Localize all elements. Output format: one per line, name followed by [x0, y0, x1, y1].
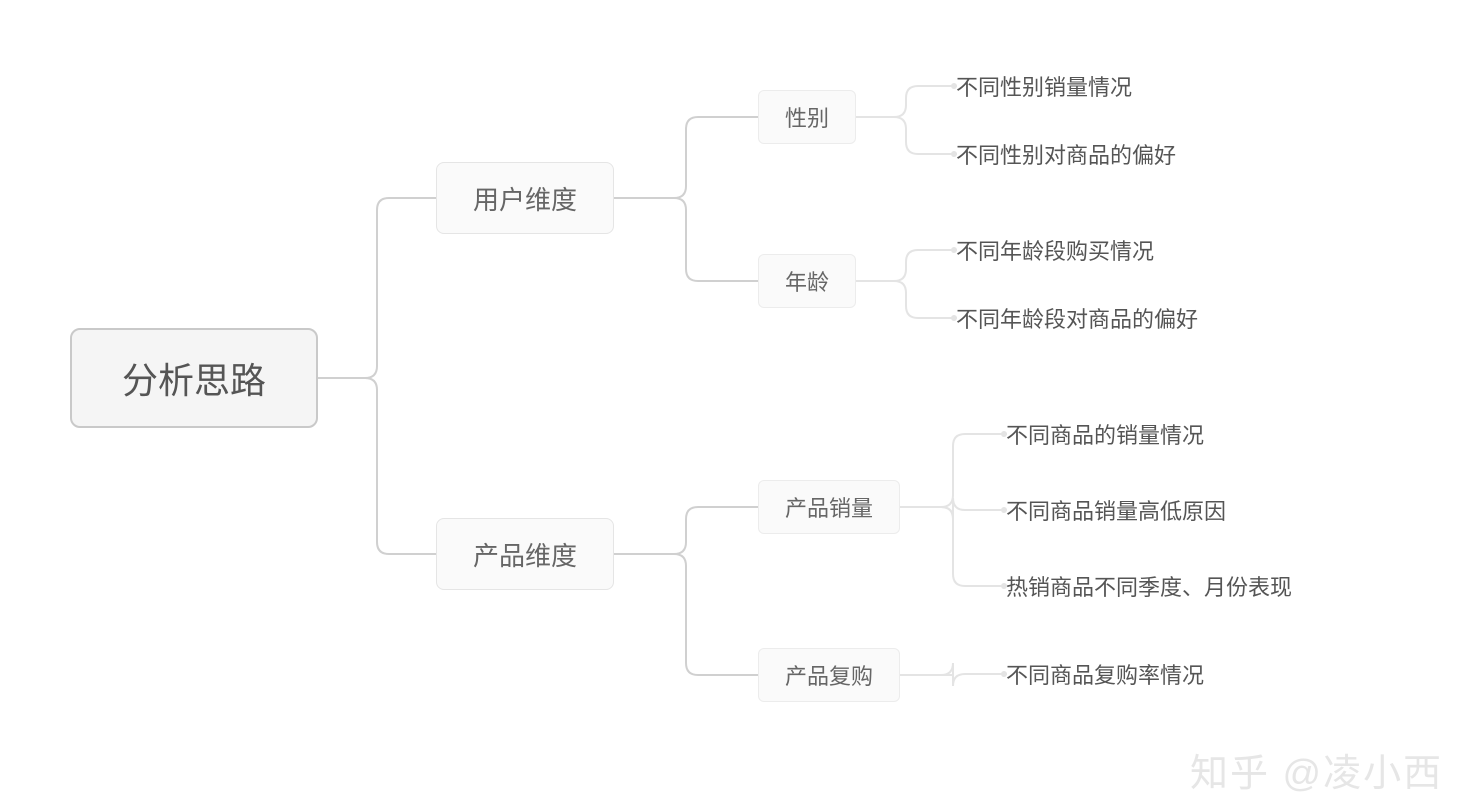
leaf-node: 不同年龄段购买情况: [956, 234, 1154, 266]
branch-node: 产品维度: [436, 518, 614, 590]
sub-node: 年龄: [758, 254, 856, 308]
leaf-node: 不同商品复购率情况: [1006, 658, 1204, 690]
sub-node: 产品复购: [758, 648, 900, 702]
leaf-node: 不同商品的销量情况: [1006, 418, 1204, 450]
watermark-text: 知乎 @凌小西: [1190, 742, 1443, 797]
sub-node: 产品销量: [758, 480, 900, 534]
leaf-node: 不同年龄段对商品的偏好: [956, 302, 1198, 334]
leaf-node: 不同性别销量情况: [956, 70, 1132, 102]
sub-node: 性别: [758, 90, 856, 144]
leaf-node: 热销商品不同季度、月份表现: [1006, 570, 1292, 602]
branch-node: 用户维度: [436, 162, 614, 234]
leaf-node: 不同性别对商品的偏好: [956, 138, 1176, 170]
leaf-node: 不同商品销量高低原因: [1006, 494, 1226, 526]
root-node: 分析思路: [70, 328, 318, 428]
